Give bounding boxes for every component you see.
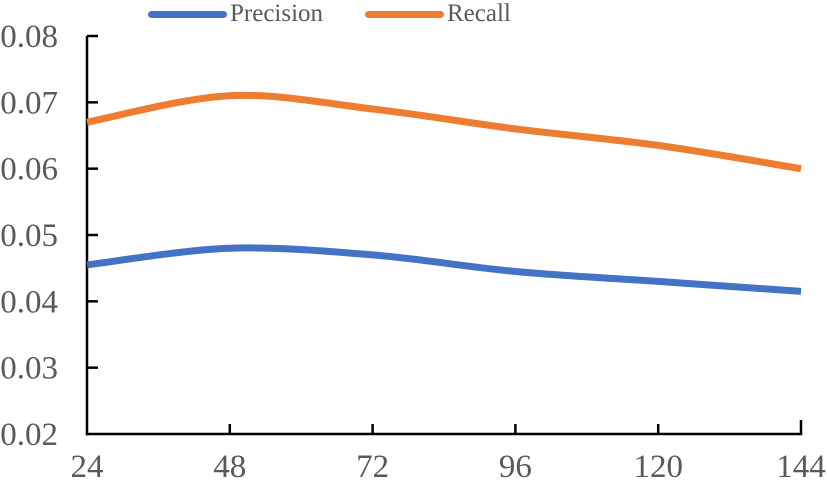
y-tick-label: 0.08 — [0, 19, 58, 55]
x-tick-label: 24 — [71, 449, 104, 485]
legend-label-precision: Precision — [230, 0, 324, 27]
y-tick-label: 0.05 — [0, 218, 58, 254]
legend-marker-precision-icon — [148, 10, 227, 18]
legend-marker-recall-icon — [365, 10, 444, 18]
y-tick-label: 0.03 — [0, 351, 58, 387]
legend-label-recall: Recall — [447, 0, 511, 27]
x-tick-label: 48 — [213, 449, 246, 485]
x-tick-label: 72 — [356, 449, 389, 485]
y-tick-label: 0.04 — [0, 284, 58, 320]
x-tick-label: 144 — [776, 449, 826, 485]
series-line-precision — [86, 244, 802, 295]
x-tick-label: 120 — [633, 449, 683, 485]
y-tick-label: 0.07 — [0, 85, 58, 121]
legend-item-precision: Precision — [148, 1, 323, 27]
y-tick-label: 0.02 — [0, 417, 58, 453]
legend-item-recall: Recall — [365, 1, 511, 27]
x-tick-label: 96 — [499, 449, 532, 485]
series-line-recall — [86, 91, 802, 173]
y-tick-label: 0.06 — [0, 152, 58, 188]
